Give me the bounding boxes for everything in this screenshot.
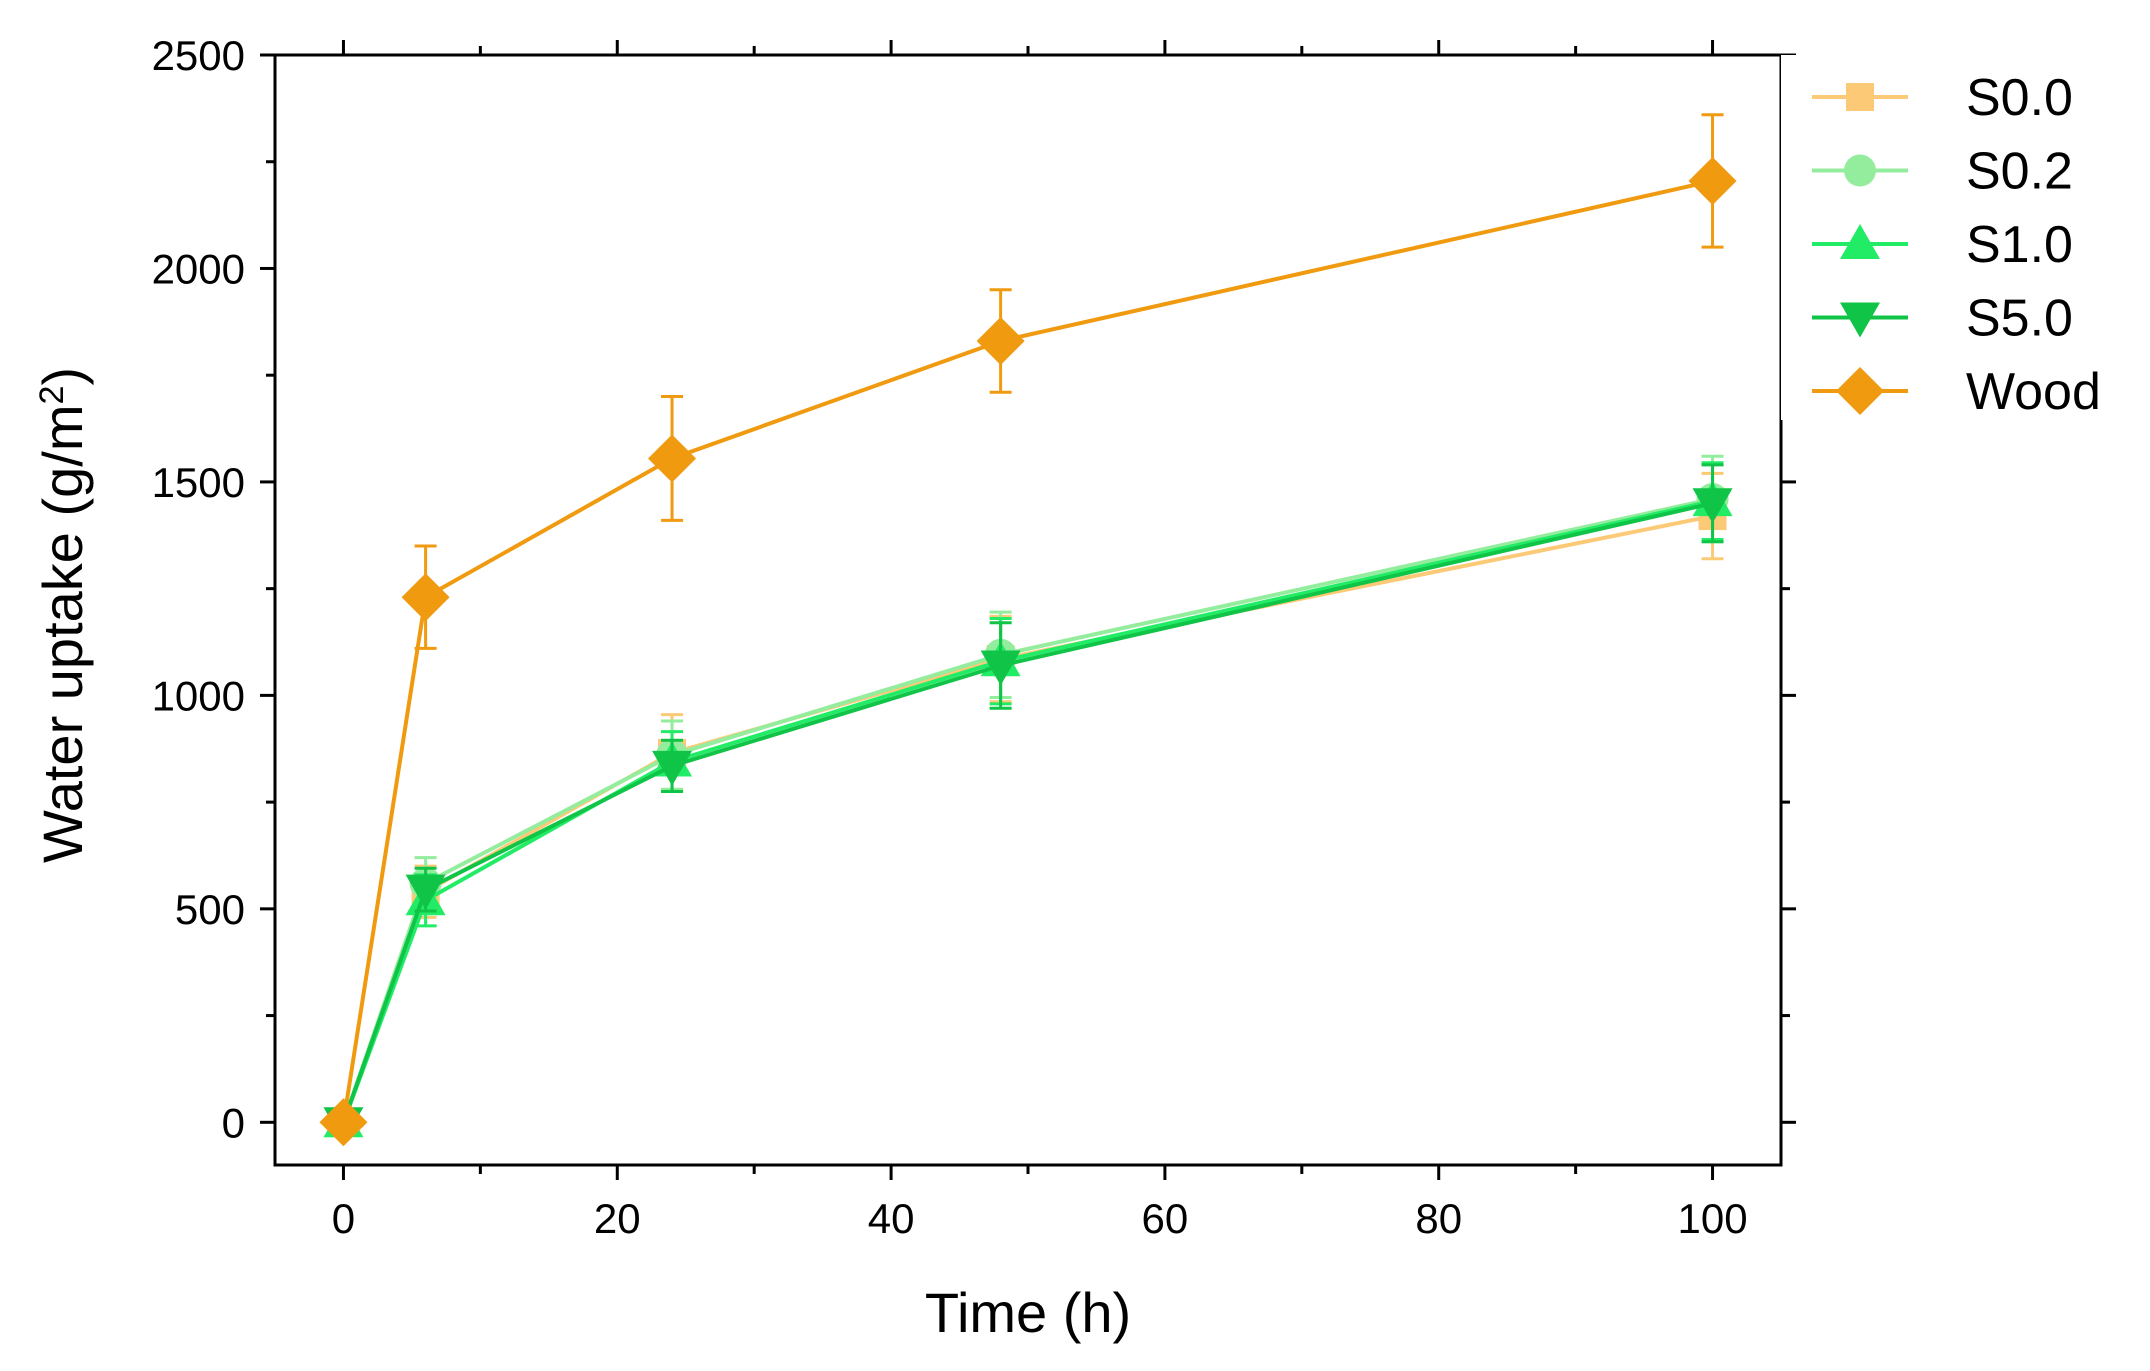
axis-ticks bbox=[260, 40, 1796, 1180]
y-tick-label: 1000 bbox=[152, 672, 245, 719]
legend-label: S5.0 bbox=[1966, 290, 2073, 348]
data-point bbox=[405, 874, 446, 910]
y-axis-title: Water uptake (g/m2) bbox=[31, 367, 94, 863]
legend-item-S1.0: S1.0 bbox=[1812, 216, 2073, 274]
y-axis-title-main: Water uptake (g/m bbox=[31, 405, 94, 864]
y-tick-label: 1500 bbox=[152, 459, 245, 506]
series-S0.2 bbox=[327, 454, 1729, 1139]
legend-marker bbox=[1844, 154, 1876, 187]
series-layer bbox=[319, 113, 1737, 1147]
series-S5.0 bbox=[323, 463, 1733, 1143]
legend-label: S0.2 bbox=[1966, 143, 2073, 201]
legend-marker bbox=[1836, 367, 1884, 415]
y-tick-label: 2500 bbox=[152, 32, 245, 79]
data-point bbox=[976, 317, 1025, 366]
x-tick-label: 100 bbox=[1678, 1195, 1748, 1242]
series-Wood bbox=[319, 113, 1737, 1147]
data-point bbox=[319, 1098, 368, 1147]
y-axis-title-superscript: 2 bbox=[33, 386, 71, 405]
data-point bbox=[401, 573, 450, 622]
legend-marker bbox=[1846, 83, 1874, 111]
y-axis-title-close: ) bbox=[31, 367, 94, 386]
legend-label: S0.0 bbox=[1966, 69, 2073, 127]
data-point bbox=[652, 750, 693, 786]
data-point bbox=[648, 434, 697, 483]
legend: S0.0 S0.2 S1.0 S5.0 Wood bbox=[1812, 69, 2101, 421]
data-point bbox=[980, 650, 1021, 686]
series-line bbox=[341, 501, 1713, 1123]
legend-label: S1.0 bbox=[1966, 216, 2073, 274]
legend-item-Wood: Wood bbox=[1812, 363, 2101, 421]
data-point bbox=[1692, 488, 1733, 524]
x-tick-label: 60 bbox=[1142, 1195, 1189, 1242]
series-S1.0 bbox=[323, 461, 1733, 1138]
x-axis-title: Time (h) bbox=[925, 1281, 1131, 1344]
data-point bbox=[1688, 156, 1737, 205]
legend-item-S5.0: S5.0 bbox=[1812, 290, 2073, 348]
legend-box bbox=[1781, 55, 2150, 420]
y-tick-label: 2000 bbox=[152, 245, 245, 292]
legend-label: Wood bbox=[1966, 363, 2101, 421]
series-line bbox=[341, 497, 1713, 1123]
x-tick-label: 20 bbox=[594, 1195, 641, 1242]
series-S0.0 bbox=[329, 471, 1727, 1137]
legend-marker bbox=[1840, 224, 1880, 259]
x-tick-label: 80 bbox=[1415, 1195, 1462, 1242]
x-tick-label: 40 bbox=[868, 1195, 915, 1242]
legend-item-S0.2: S0.2 bbox=[1812, 143, 2073, 201]
y-tick-label: 0 bbox=[222, 1099, 245, 1146]
plot-frame bbox=[273, 53, 1783, 1167]
legend-item-S0.0: S0.0 bbox=[1812, 69, 2073, 127]
legend-marker bbox=[1840, 302, 1880, 338]
series-line bbox=[341, 499, 1713, 1124]
y-tick-label: 500 bbox=[175, 886, 245, 933]
x-tick-label: 0 bbox=[332, 1195, 355, 1242]
